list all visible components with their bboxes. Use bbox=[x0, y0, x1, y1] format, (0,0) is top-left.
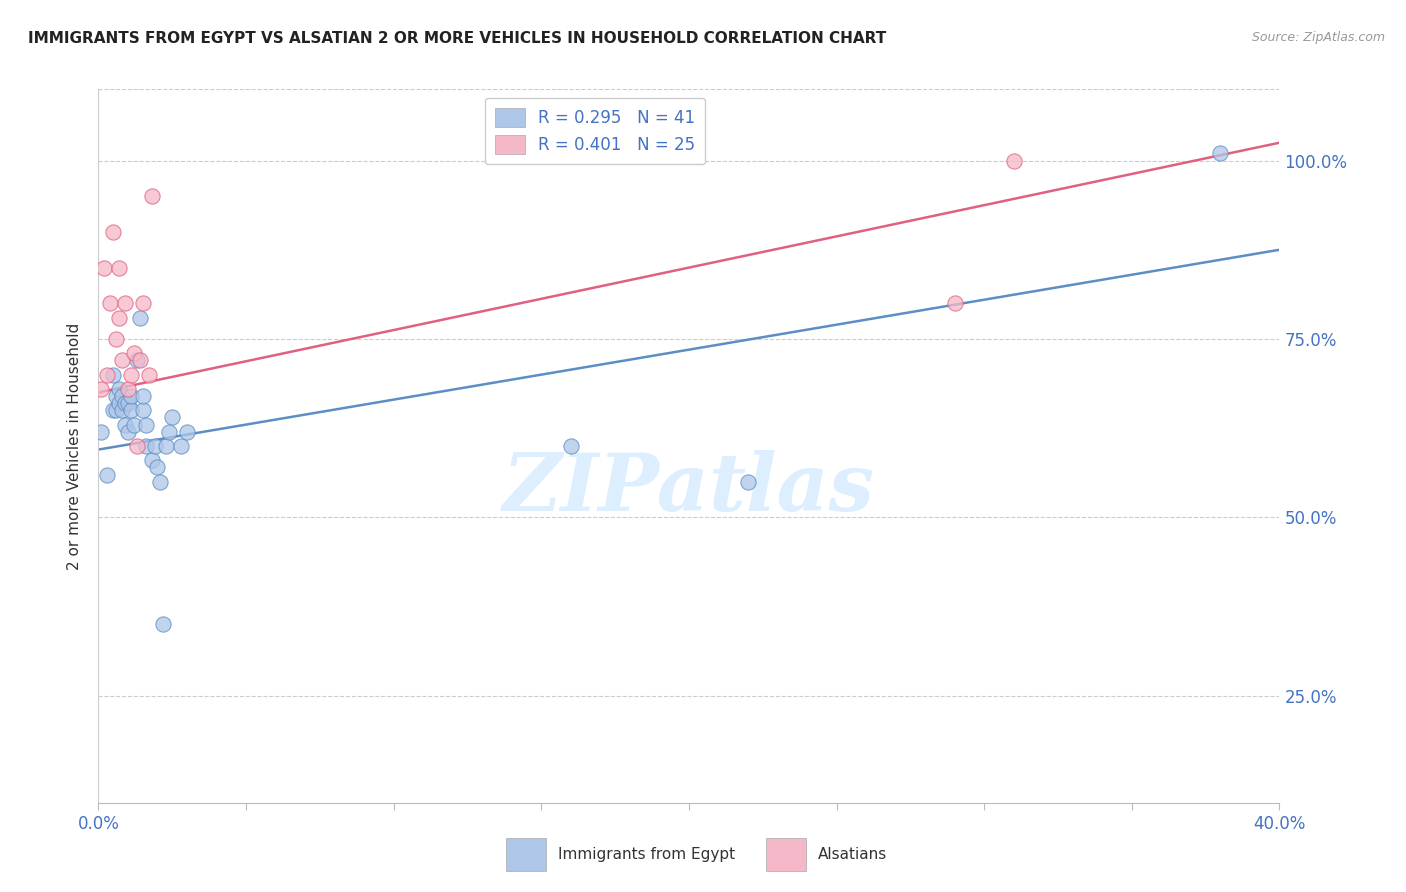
Point bbox=[117, 382, 139, 396]
Point bbox=[560, 439, 582, 453]
Point bbox=[155, 439, 177, 453]
Point bbox=[152, 617, 174, 632]
Point bbox=[157, 425, 180, 439]
Point bbox=[149, 475, 172, 489]
Text: IMMIGRANTS FROM EGYPT VS ALSATIAN 2 OR MORE VEHICLES IN HOUSEHOLD CORRELATION CH: IMMIGRANTS FROM EGYPT VS ALSATIAN 2 OR M… bbox=[28, 31, 886, 46]
Point bbox=[103, 403, 125, 417]
Point bbox=[176, 425, 198, 439]
Point bbox=[114, 417, 136, 432]
Point bbox=[1002, 153, 1025, 168]
Point bbox=[141, 189, 163, 203]
Point bbox=[90, 382, 112, 396]
Point bbox=[108, 310, 131, 325]
Point bbox=[108, 396, 131, 410]
Point bbox=[943, 296, 966, 310]
Point bbox=[98, 296, 121, 310]
Point bbox=[141, 453, 163, 467]
FancyBboxPatch shape bbox=[766, 838, 806, 871]
Text: Immigrants from Egypt: Immigrants from Egypt bbox=[558, 847, 735, 863]
Point bbox=[128, 353, 150, 368]
Point bbox=[138, 368, 160, 382]
Point bbox=[117, 425, 139, 439]
Point bbox=[108, 382, 131, 396]
Point bbox=[114, 396, 136, 410]
Point bbox=[103, 368, 125, 382]
Point bbox=[162, 410, 183, 425]
Point bbox=[105, 403, 128, 417]
Point bbox=[111, 353, 134, 368]
Point bbox=[93, 260, 115, 275]
Point bbox=[143, 439, 166, 453]
Point bbox=[170, 439, 193, 453]
Y-axis label: 2 or more Vehicles in Household: 2 or more Vehicles in Household bbox=[67, 322, 83, 570]
Point bbox=[120, 403, 142, 417]
Point bbox=[122, 346, 145, 360]
Point bbox=[96, 368, 118, 382]
Point bbox=[128, 310, 150, 325]
Point bbox=[120, 368, 142, 382]
Point bbox=[132, 296, 155, 310]
Point bbox=[105, 332, 128, 346]
Point bbox=[132, 403, 155, 417]
Point bbox=[105, 389, 128, 403]
Point bbox=[111, 403, 134, 417]
Point bbox=[111, 389, 134, 403]
Point bbox=[737, 475, 759, 489]
Point bbox=[135, 439, 157, 453]
Point bbox=[114, 296, 136, 310]
Point bbox=[1209, 146, 1232, 161]
FancyBboxPatch shape bbox=[506, 838, 546, 871]
Point bbox=[108, 260, 131, 275]
Point bbox=[125, 439, 148, 453]
Point bbox=[122, 417, 145, 432]
Point bbox=[117, 396, 139, 410]
Text: Alsatians: Alsatians bbox=[818, 847, 887, 863]
Text: Source: ZipAtlas.com: Source: ZipAtlas.com bbox=[1251, 31, 1385, 45]
Point bbox=[120, 389, 142, 403]
Point bbox=[103, 225, 125, 239]
Point bbox=[132, 389, 155, 403]
Point bbox=[125, 353, 148, 368]
Legend: R = 0.295   N = 41, R = 0.401   N = 25: R = 0.295 N = 41, R = 0.401 N = 25 bbox=[485, 97, 706, 164]
Point bbox=[135, 417, 157, 432]
Text: ZIPatlas: ZIPatlas bbox=[503, 450, 875, 527]
Point bbox=[146, 460, 169, 475]
Point bbox=[96, 467, 118, 482]
Point bbox=[90, 425, 112, 439]
